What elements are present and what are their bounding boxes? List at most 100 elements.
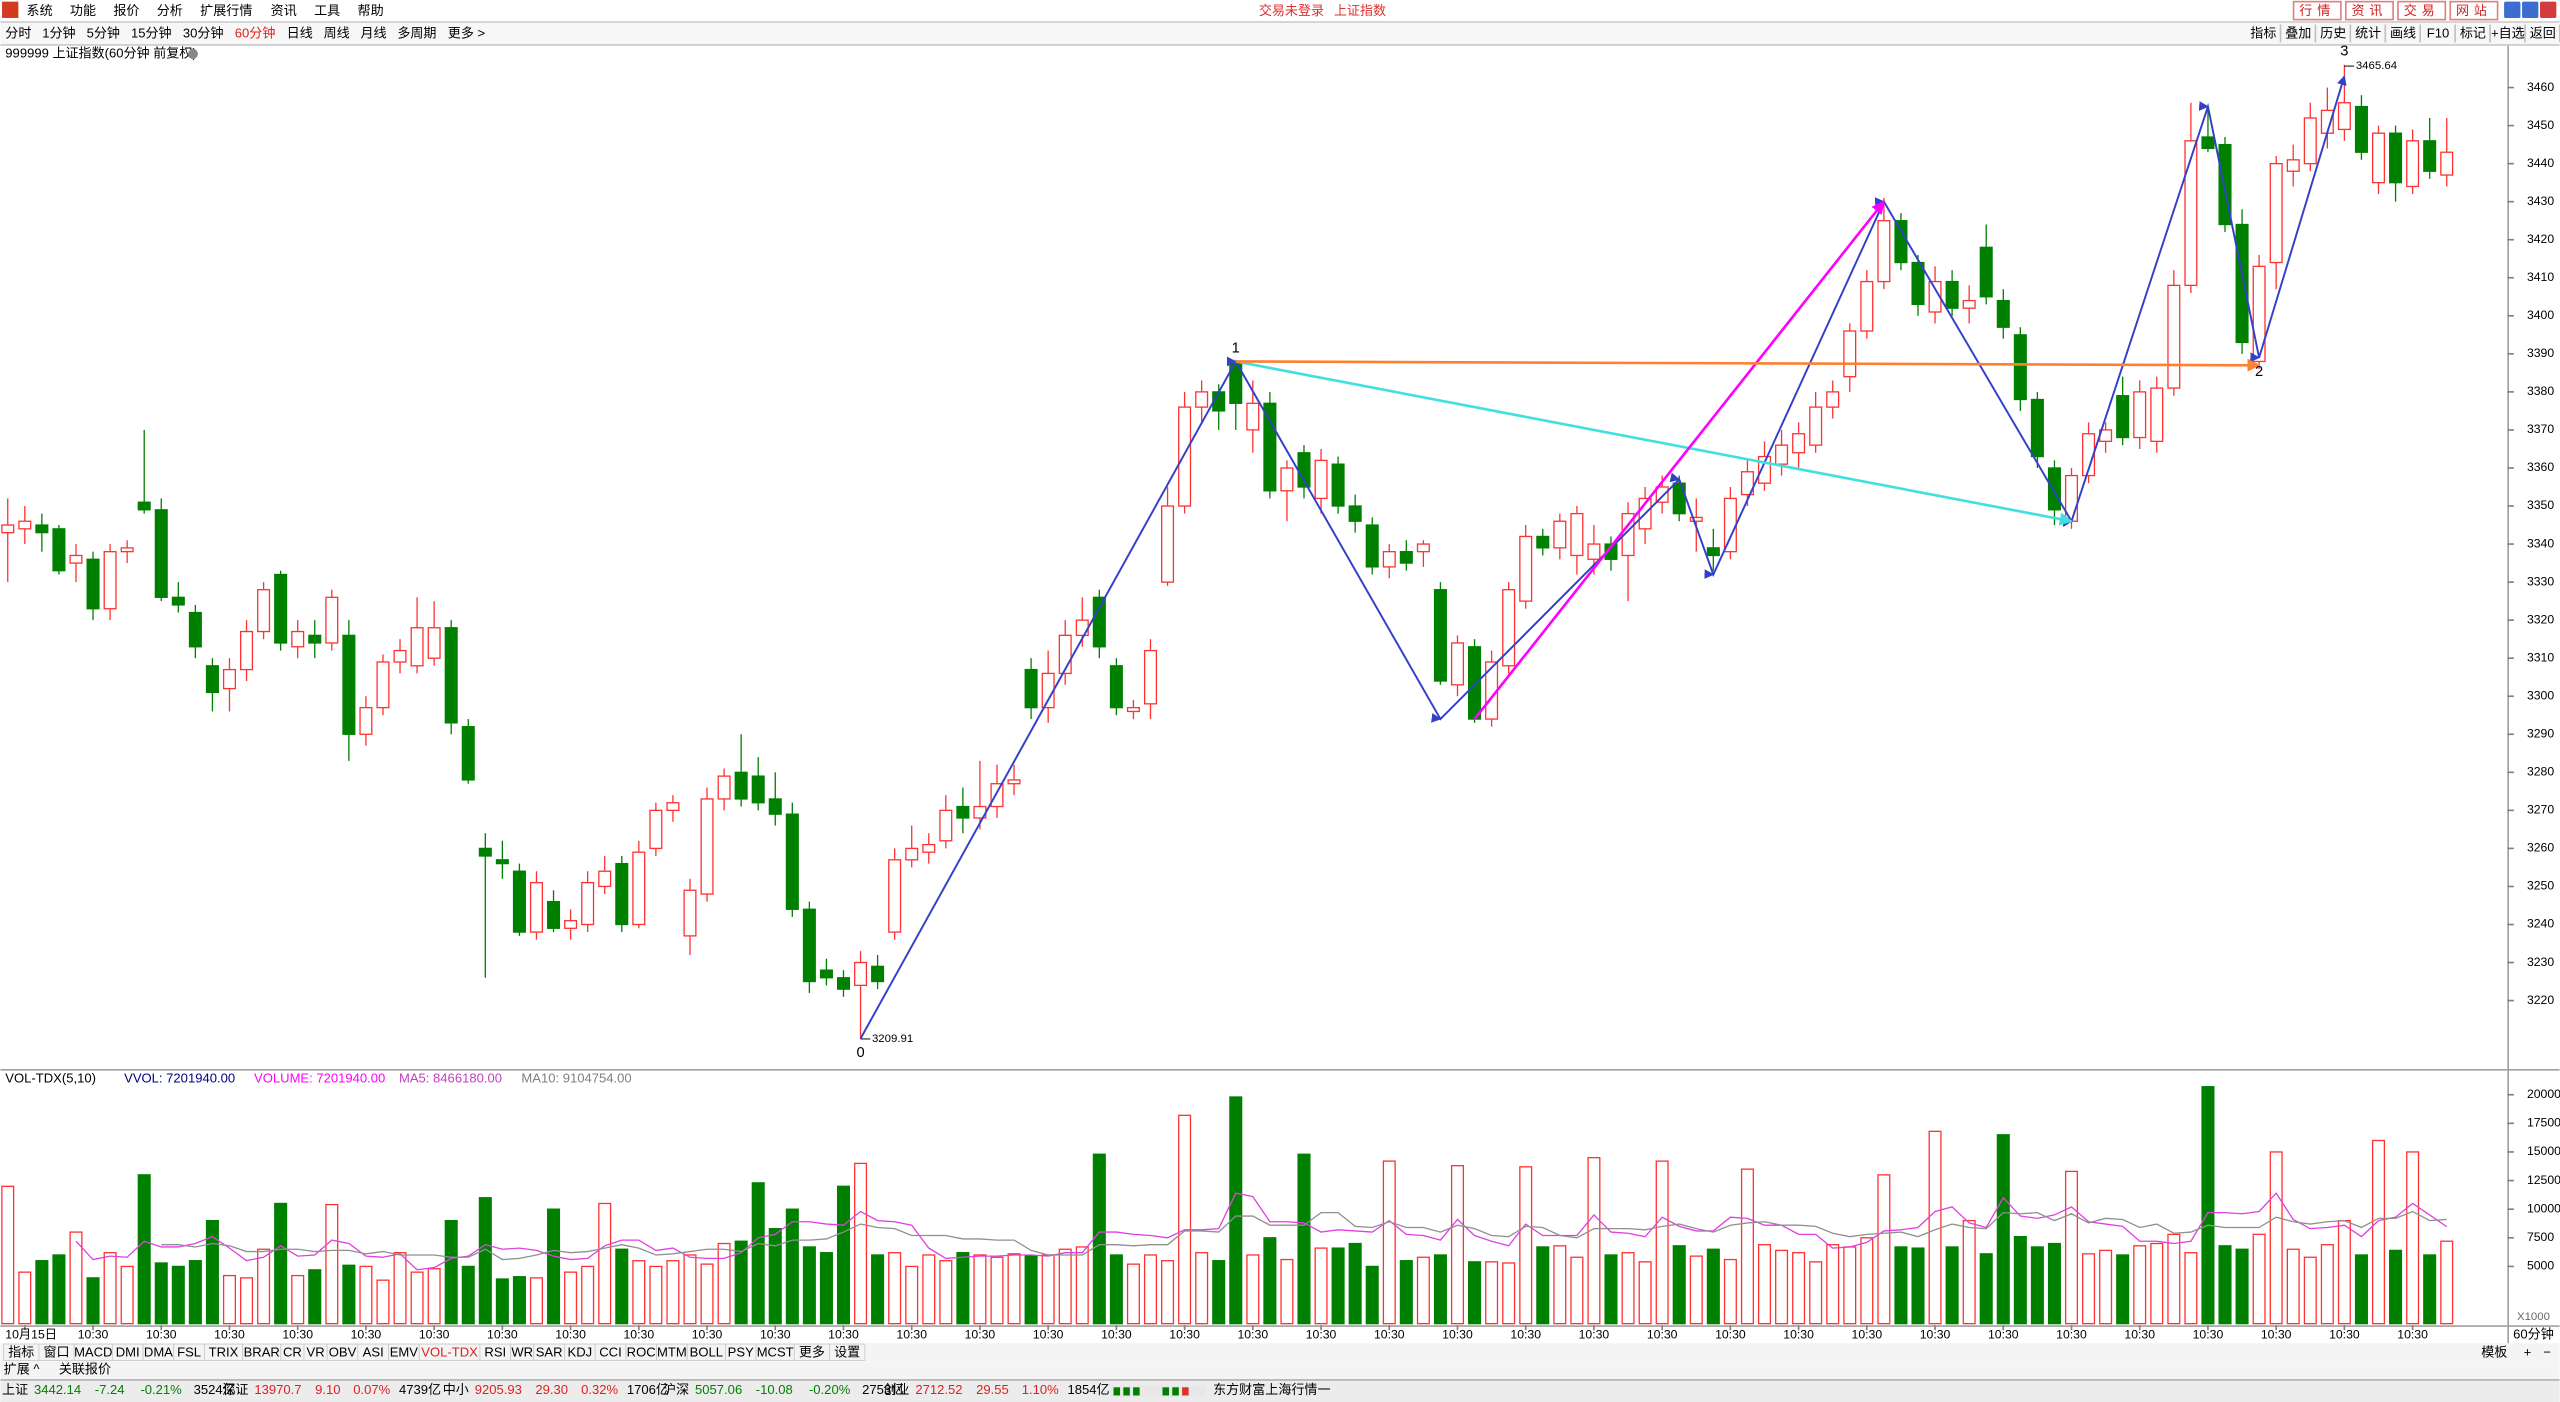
- candle-body: [2150, 387, 2164, 442]
- tool-button[interactable]: +自选: [2491, 26, 2525, 41]
- menu-item[interactable]: 资讯: [271, 3, 297, 18]
- indicator-tab-label: TRIX: [209, 1344, 239, 1359]
- period-button[interactable]: 月线: [360, 26, 386, 41]
- menu-item[interactable]: 帮助: [358, 3, 384, 18]
- candle-body: [1126, 706, 1140, 713]
- y-tick-label: 3320: [2527, 612, 2554, 626]
- volume-bar: [1809, 1261, 1823, 1325]
- candle-body: [1775, 444, 1789, 465]
- index-value: 0.07%: [353, 1382, 390, 1397]
- candle-body: [1877, 220, 1891, 283]
- x-tick-label: 10:30: [282, 1327, 313, 1341]
- period-button[interactable]: 15分钟: [131, 26, 172, 41]
- volume-bar: [2354, 1254, 2368, 1325]
- period-button[interactable]: 更多 >: [448, 26, 485, 41]
- extension-tab[interactable]: 扩展 ^: [4, 1362, 41, 1377]
- candle-body: [1143, 649, 1158, 705]
- tool-button[interactable]: 画线: [2390, 26, 2416, 41]
- period-button[interactable]: 日线: [287, 26, 313, 41]
- tool-button[interactable]: F10: [2427, 26, 2449, 41]
- volume-bar: [2047, 1242, 2061, 1325]
- candle-body: [1860, 280, 1874, 332]
- x-tick-label: 10:30: [419, 1327, 450, 1341]
- volume-bar: [598, 1202, 612, 1325]
- candle-body: [410, 627, 424, 667]
- menu-item[interactable]: 工具: [314, 3, 340, 18]
- candle-body: [854, 961, 868, 987]
- indicator-tab[interactable]: [829, 1343, 866, 1361]
- candle-body: [1723, 497, 1737, 553]
- x-tick-label: 10:30: [2193, 1327, 2224, 1341]
- candle-body: [1911, 261, 1925, 306]
- volume-bar: [325, 1203, 339, 1325]
- x-tick-label: 10:30: [760, 1327, 791, 1341]
- wave-label: 0: [856, 1045, 864, 1061]
- window-control[interactable]: [2522, 1, 2539, 18]
- volume-bar: [1485, 1261, 1499, 1325]
- index-value: 9.10: [315, 1382, 340, 1397]
- tool-button[interactable]: 指标: [2250, 26, 2276, 41]
- tool-button[interactable]: 历史: [2320, 26, 2346, 41]
- candle-body: [291, 630, 305, 648]
- menu-button[interactable]: [2449, 0, 2499, 21]
- x-tick-label: 10:30: [1715, 1327, 1746, 1341]
- status-bar: [0, 1379, 2560, 1402]
- indicator-tab-label: WR: [511, 1344, 533, 1359]
- tab-control[interactable]: +: [2524, 1344, 2532, 1359]
- x-tick-label: 10月15日: [5, 1327, 57, 1341]
- period-button[interactable]: 多周期: [397, 26, 436, 41]
- volume-bar: [1979, 1253, 1993, 1325]
- x-tick-label: 10:30: [1169, 1327, 1200, 1341]
- volume-bar: [86, 1277, 100, 1325]
- tool-button[interactable]: 叠加: [2285, 26, 2311, 41]
- tool-button[interactable]: 统计: [2355, 26, 2381, 41]
- index-value: 29.55: [976, 1382, 1009, 1397]
- index-value: -0.20%: [809, 1382, 851, 1397]
- period-button[interactable]: 60分钟: [235, 26, 276, 41]
- y-tick-label: 3340: [2527, 536, 2554, 550]
- volume-bar: [1775, 1249, 1789, 1325]
- y-tick-label: 3350: [2527, 498, 2554, 512]
- window-control[interactable]: [2504, 1, 2521, 18]
- tab-control[interactable]: 模板: [2481, 1344, 2507, 1359]
- candle-body: [18, 520, 32, 530]
- menu-item[interactable]: 功能: [70, 3, 96, 18]
- x-tick-label: 10:30: [1647, 1327, 1678, 1341]
- candle-body: [2047, 467, 2061, 511]
- window-control[interactable]: [2540, 1, 2557, 18]
- candle-body: [240, 630, 254, 671]
- y-tick-label: 3290: [2527, 727, 2554, 741]
- candle-body: [2133, 391, 2147, 439]
- x-tick-label: 10:30: [1988, 1327, 2019, 1341]
- y-tick-label: 3260: [2527, 841, 2554, 855]
- menu-button[interactable]: [2397, 0, 2447, 21]
- period-button[interactable]: 5分钟: [87, 26, 120, 41]
- extension-tab[interactable]: 关联报价: [59, 1362, 111, 1377]
- period-button[interactable]: 周线: [324, 26, 350, 41]
- candle-body: [86, 558, 100, 610]
- menu-item[interactable]: 系统: [27, 3, 53, 18]
- menu-item[interactable]: 分析: [157, 3, 183, 18]
- candle-body: [1024, 668, 1038, 709]
- period-button[interactable]: 30分钟: [183, 26, 224, 41]
- candle-body: [1416, 543, 1430, 553]
- candle-body: [1433, 589, 1447, 682]
- menu-button[interactable]: [2344, 0, 2394, 21]
- y-tick-label: 10000: [2527, 1201, 2560, 1215]
- volume-bar: [1297, 1153, 1311, 1325]
- x-tick-label: 10:30: [624, 1327, 655, 1341]
- menu-bar: [0, 0, 2560, 22]
- title-options[interactable]: [188, 48, 198, 59]
- x-tick-label: 10:30: [1238, 1327, 1269, 1341]
- period-button[interactable]: 分时: [5, 26, 31, 41]
- volume-bar: [1894, 1246, 1908, 1325]
- menu-button[interactable]: [2292, 0, 2342, 21]
- period-button[interactable]: 1分钟: [42, 26, 75, 41]
- tool-button[interactable]: 标记: [2460, 26, 2486, 41]
- menu-item[interactable]: 报价: [113, 3, 139, 18]
- menu-item[interactable]: 扩展行情: [200, 3, 252, 18]
- x-tick-label: 10:30: [487, 1327, 518, 1341]
- tab-control[interactable]: −: [2543, 1344, 2551, 1359]
- tool-button[interactable]: 返回: [2530, 26, 2556, 41]
- volume-bar: [18, 1271, 32, 1325]
